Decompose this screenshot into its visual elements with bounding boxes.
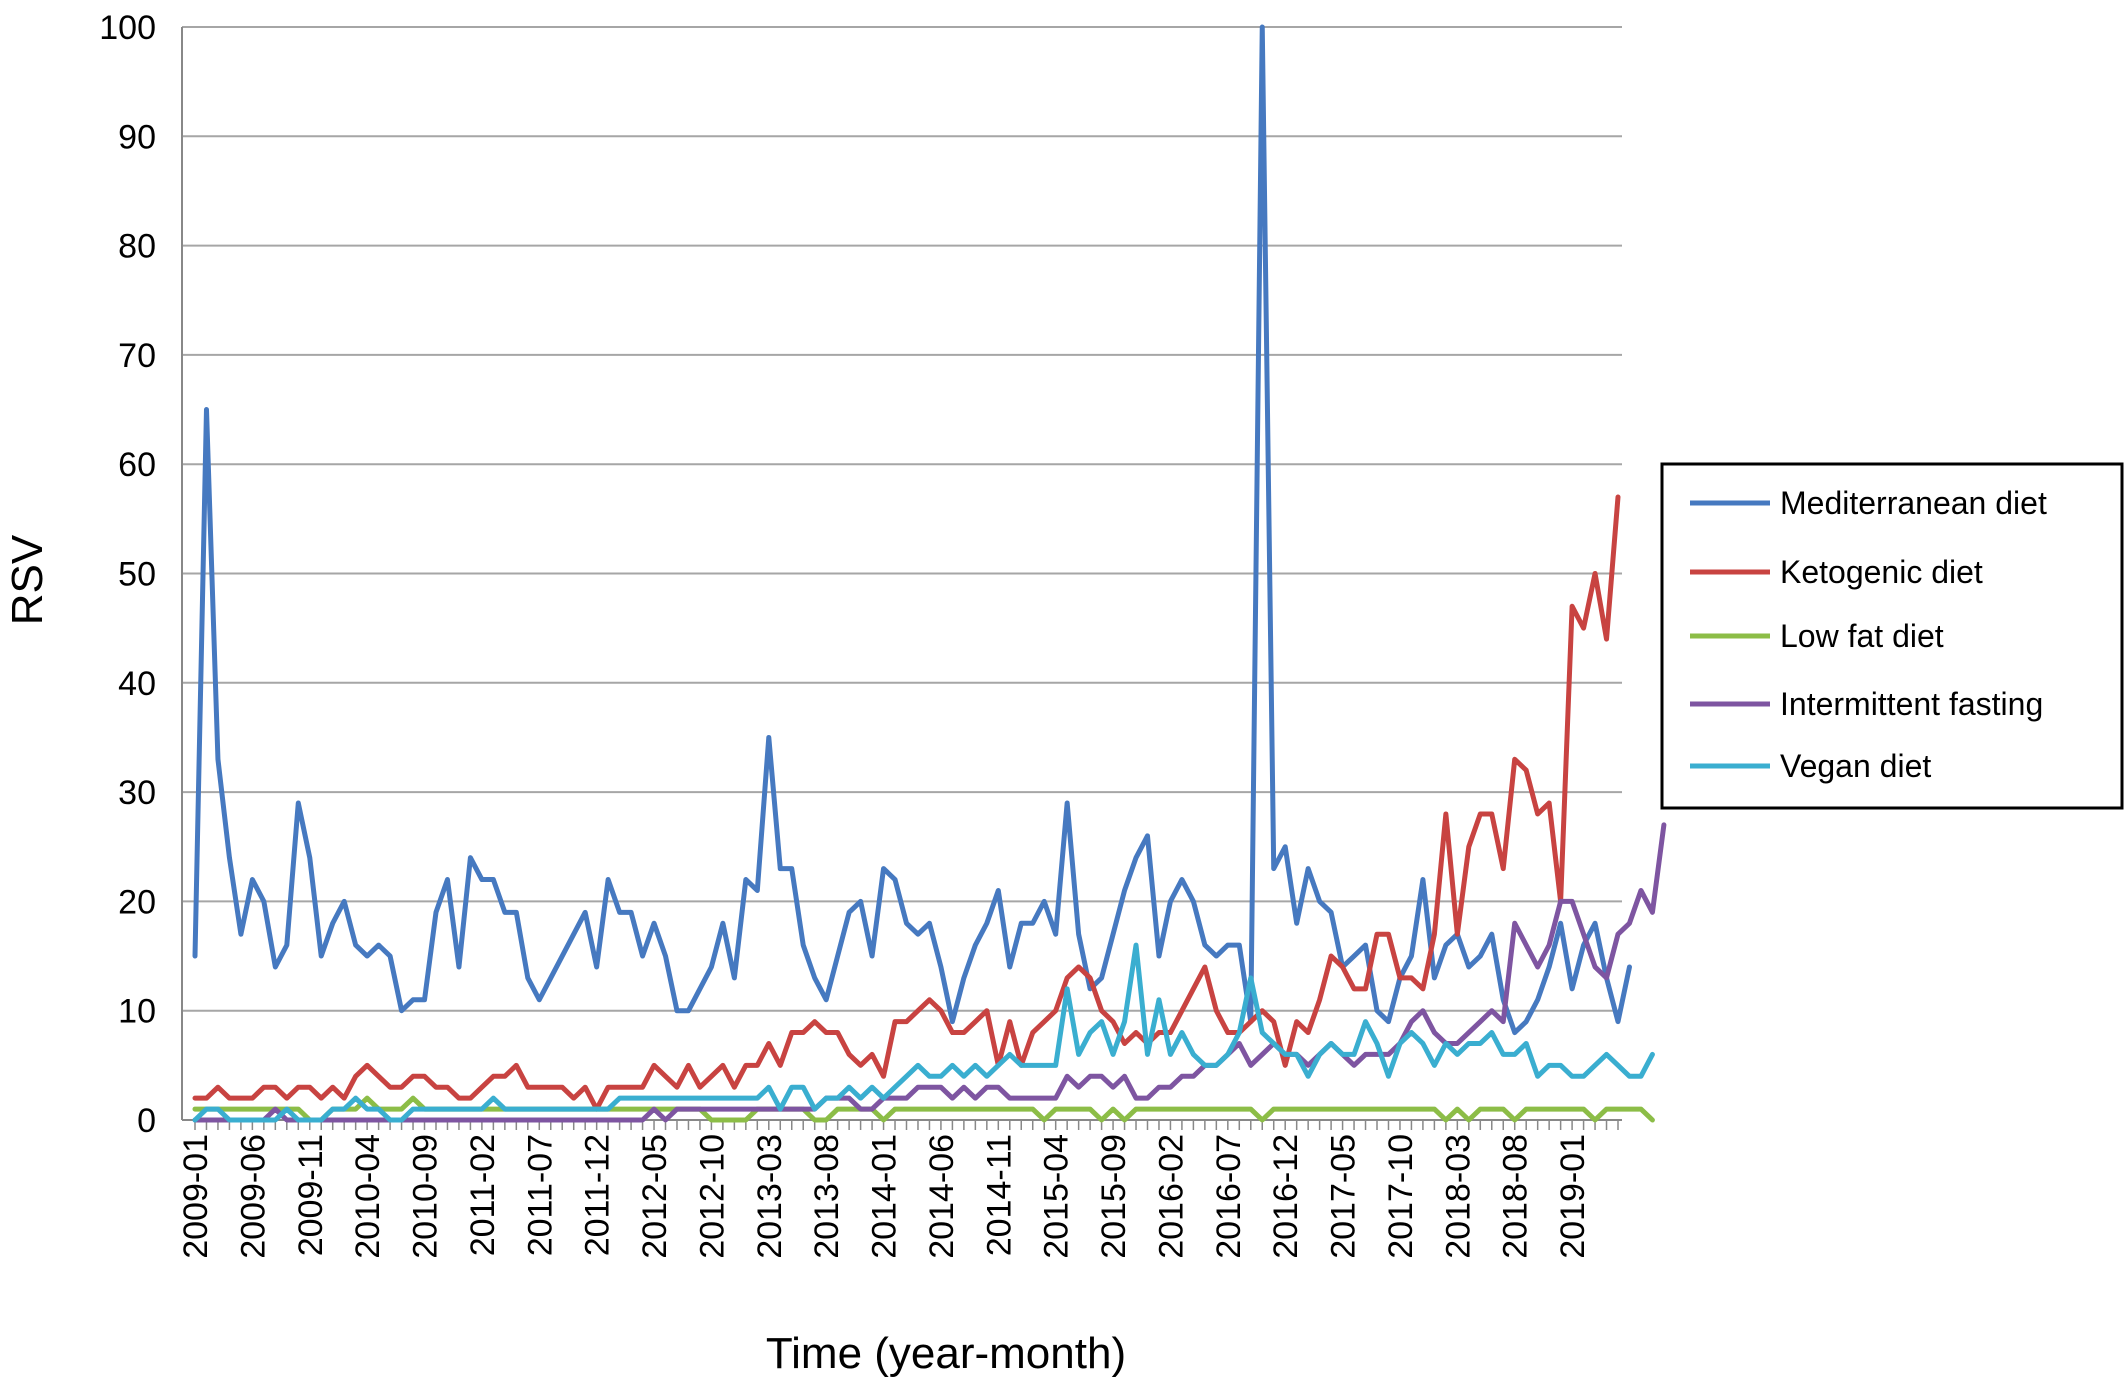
x-tick-label: 2009-06: [234, 1134, 272, 1259]
x-tick-label: 2014-06: [923, 1134, 961, 1259]
legend-label: Vegan diet: [1780, 748, 1931, 784]
series-line: [192, 494, 1621, 1112]
x-tick-label: 2016-02: [1152, 1134, 1190, 1259]
legend-label: Mediterranean diet: [1780, 485, 2047, 521]
x-tick-label: 2013-03: [751, 1134, 789, 1259]
x-tick-label: 2017-05: [1325, 1134, 1363, 1259]
y-axis-title: RSV: [3, 534, 52, 625]
x-tick-label: 2018-08: [1497, 1134, 1535, 1259]
x-tick-label: 2011-07: [521, 1134, 559, 1256]
x-tick-label: 2014-11: [980, 1134, 1018, 1256]
x-tick-label: 2017-10: [1382, 1134, 1420, 1259]
y-tick-label: 100: [99, 9, 156, 47]
x-tick-label: 2015-04: [1038, 1134, 1076, 1259]
x-tick-label: 2010-04: [349, 1134, 387, 1259]
series-lines: [192, 24, 1667, 1123]
series-line: [192, 942, 1655, 1123]
x-tick-label: 2016-12: [1267, 1134, 1305, 1259]
y-tick-label: 10: [118, 993, 156, 1031]
x-tick-label: 2019-01: [1554, 1134, 1592, 1259]
x-tick-label: 2015-09: [1095, 1134, 1133, 1259]
series-line: [192, 24, 1632, 1036]
legend-label: Low fat diet: [1780, 618, 1944, 654]
series-line: [192, 822, 1667, 1123]
x-tick-label: 2018-03: [1439, 1134, 1477, 1259]
x-tick-label: 2010-09: [407, 1134, 445, 1259]
y-tick-label: 50: [118, 556, 156, 594]
y-axis-tick-labels: 0 10 20 30 40 50 60 70 80 90 100: [99, 9, 156, 1140]
gridlines: [182, 26, 1622, 1012]
legend-label: Intermittent fasting: [1780, 686, 2043, 722]
y-tick-label: 40: [118, 665, 156, 703]
x-tick-label: 2014-01: [866, 1134, 904, 1259]
x-tick-label: 2011-02: [464, 1134, 502, 1256]
x-axis-ticks: 2009-01 2009-06 2009-11 2010-04 2010-09 2011-…: [177, 1120, 1619, 1259]
x-tick-label: 2012-05: [636, 1134, 674, 1259]
legend-label: Ketogenic diet: [1780, 554, 1983, 590]
y-tick-label: 70: [118, 337, 156, 375]
x-tick-label: 2009-11: [292, 1134, 330, 1256]
x-tick-label: 2009-01: [177, 1134, 215, 1259]
x-tick-label: 2011-12: [579, 1134, 617, 1256]
legend: Mediterranean diet Ketogenic diet Low fat …: [1660, 462, 2124, 810]
x-tick-label: 2012-10: [693, 1134, 731, 1259]
y-tick-label: 80: [118, 228, 156, 266]
x-axis-title: Time (year-month): [766, 1329, 1126, 1378]
x-tick-label: 2013-08: [808, 1134, 846, 1259]
x-tick-label: 2016-07: [1210, 1134, 1248, 1259]
y-tick-label: 60: [118, 446, 156, 484]
y-tick-label: 0: [137, 1102, 156, 1140]
y-tick-label: 90: [118, 118, 156, 156]
y-tick-label: 30: [118, 774, 156, 812]
y-tick-label: 20: [118, 883, 156, 921]
